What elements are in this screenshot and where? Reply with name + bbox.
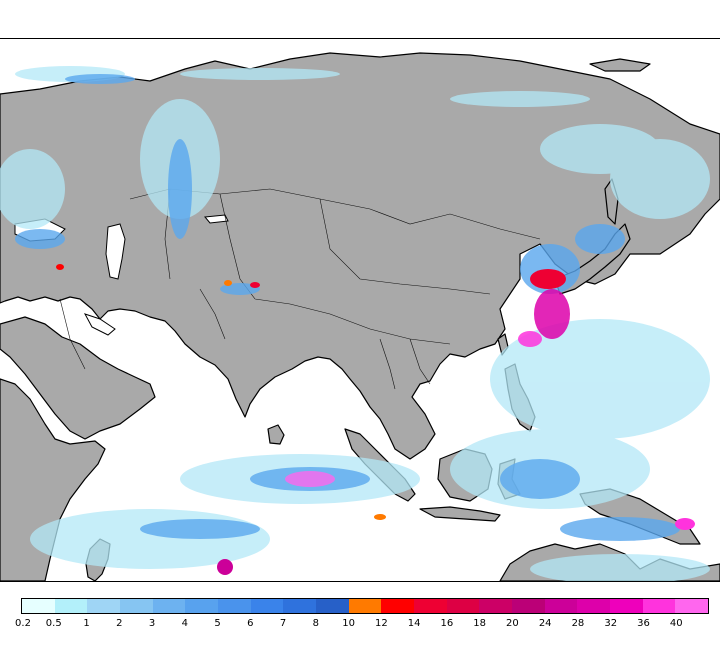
legend-tick-label: 0.2	[15, 618, 31, 629]
africa-landmass	[0, 378, 106, 581]
map-canvas	[0, 39, 720, 581]
legend-tick-label: 5	[214, 618, 221, 629]
legend-swatch	[152, 599, 186, 613]
java-island	[419, 506, 501, 522]
legend-swatch	[544, 599, 578, 613]
lake-balkhash	[204, 214, 229, 224]
legend-swatch	[479, 599, 513, 613]
legend-swatch	[675, 599, 709, 613]
legend-swatch	[185, 599, 219, 613]
precip-heavy-areas	[56, 264, 695, 575]
legend-swatch	[642, 599, 676, 613]
precipitation-map	[0, 38, 720, 582]
legend-colorbar	[21, 598, 709, 614]
legend-swatch	[316, 599, 349, 613]
legend-swatch	[218, 599, 251, 613]
legend-tick-label: 20	[506, 618, 519, 629]
legend-tick-label: 2	[116, 618, 123, 629]
legend-tick-label: 0.5	[45, 618, 62, 629]
legend-tick-label: 28	[571, 618, 585, 629]
legend-swatch	[446, 599, 480, 613]
legend-swatch	[381, 599, 415, 613]
caspian-sea	[105, 223, 126, 280]
legend-tick-label: 8	[312, 618, 320, 629]
legend-swatch	[22, 599, 55, 613]
legend-tick-label: 18	[473, 618, 487, 629]
border-lines	[59, 188, 541, 390]
legend-swatch	[414, 599, 447, 613]
persian-gulf	[83, 313, 116, 336]
legend-swatch	[512, 599, 545, 613]
legend-tick-label: 4	[181, 618, 188, 629]
arabian-peninsula	[0, 316, 156, 440]
legend-tick-label: 16	[440, 618, 454, 629]
legend-swatch	[54, 599, 88, 613]
legend-swatch	[610, 599, 643, 613]
legend-swatch	[348, 599, 382, 613]
legend-swatch	[577, 599, 611, 613]
legend-swatch	[283, 599, 317, 613]
legend-tick-label: 7	[279, 618, 287, 629]
legend-tick-label: 14	[407, 618, 421, 629]
arctic-island	[589, 58, 651, 72]
legend-tick-label: 32	[604, 618, 618, 629]
legend-tick-label: 6	[247, 618, 254, 629]
legend-tick-label: 24	[538, 618, 552, 629]
legend-tick-label: 3	[148, 618, 156, 629]
sri-lanka-island	[267, 424, 285, 445]
legend-tick-label: 40	[669, 618, 683, 629]
legend-tick-label: 1	[83, 618, 90, 629]
legend-swatch	[250, 599, 284, 613]
legend-swatch	[87, 599, 121, 613]
legend-tick-label: 10	[342, 618, 355, 629]
precip-moderate-areas	[15, 74, 680, 541]
legend-tick-label: 12	[375, 618, 388, 629]
legend-swatch	[120, 599, 153, 613]
legend-tick-label: 36	[637, 618, 650, 629]
